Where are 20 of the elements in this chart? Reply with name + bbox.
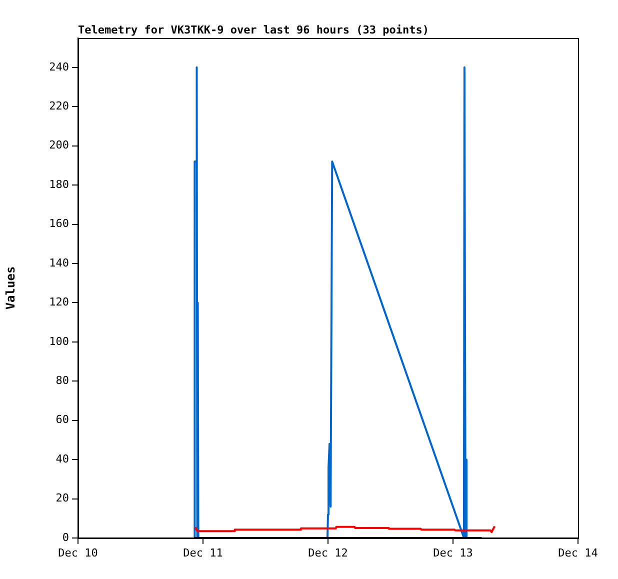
y-tick-label: 40 [56, 452, 69, 466]
y-tick-label: 240 [49, 60, 69, 74]
y-tick-label: 60 [56, 413, 69, 426]
y-tick-label: 80 [56, 374, 69, 387]
x-tick-label: Dec 13 [433, 546, 473, 560]
y-tick-label: 140 [49, 256, 69, 270]
y-tick-label: 20 [56, 492, 69, 505]
y-tick-label: 100 [49, 334, 69, 348]
y-tick-label: 180 [49, 178, 69, 191]
y-tick-label: 0 [62, 530, 69, 544]
chart-title: Telemetry for VK3TKK-9 over last 96 hours (33 points) [78, 23, 429, 36]
y-axis-title: Values [3, 266, 18, 310]
x-tick-label: Dec 11 [183, 546, 223, 560]
y-tick-label: 120 [49, 296, 69, 309]
x-tick-label: Dec 14 [558, 546, 598, 560]
y-tick-label: 200 [49, 138, 69, 152]
x-tick-label: Dec 12 [308, 546, 348, 560]
y-tick-label: 220 [49, 99, 69, 112]
x-tick-label: Dec 10 [58, 546, 98, 560]
y-tick-label: 160 [49, 217, 69, 230]
